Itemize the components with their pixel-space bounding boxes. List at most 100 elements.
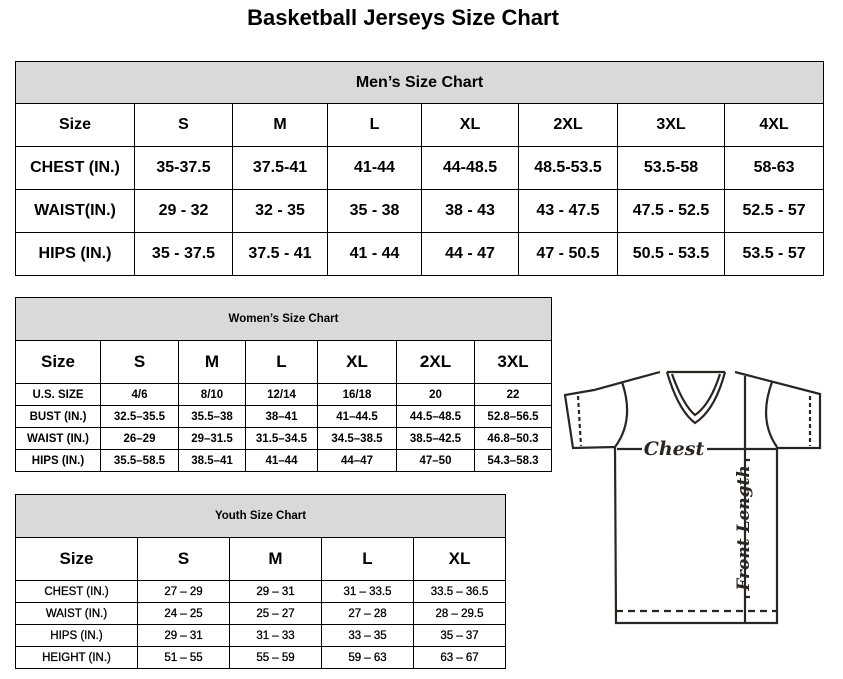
table-row: WAIST(IN.) 29 - 32 32 - 35 35 - 38 38 - 43 43… (15, 189, 825, 233)
row-label: U.S. SIZE (15, 383, 101, 406)
table-cell: 43 - 47.5 (518, 189, 618, 233)
table-cell: 8/10 (178, 383, 246, 406)
table-cell: 41–44.5 (317, 405, 397, 428)
table-cell: 28 – 29.5 (412, 602, 507, 625)
column-header: 4XL (723, 103, 825, 147)
table-cell: 41 - 44 (327, 232, 422, 276)
table-cell: 38 - 43 (421, 189, 519, 233)
table-cell: 55 – 59 (229, 646, 322, 669)
table-cell: 59 – 63 (321, 646, 414, 669)
row-label: CHEST (IN.) (15, 146, 135, 190)
table-cell: 31 – 33 (229, 624, 322, 647)
column-header: M (232, 103, 328, 147)
table-cell: 16/18 (317, 383, 397, 406)
column-header: Size (15, 340, 101, 384)
column-header: L (327, 103, 422, 147)
table-cell: 35.5–58.5 (100, 449, 179, 472)
row-label: HIPS (IN.) (15, 624, 138, 647)
table-cell: 4/6 (100, 383, 179, 406)
mens-size-table: Men’s Size Chart Size S M L XL 2XL 3XL 4XL CHEST … (14, 61, 825, 276)
table-row: HIPS (IN.) 29 – 31 31 – 33 33 – 35 35 – 37 (15, 624, 507, 647)
table-row: U.S. SIZE 4/6 8/10 12/14 16/18 20 22 (15, 383, 553, 406)
table-cell: 48.5-53.5 (518, 146, 618, 190)
youth-size-table: Youth Size Chart Size S M L XL CHEST (IN.) 27 –… (14, 494, 507, 669)
table-cell: 38.5–41 (178, 449, 246, 472)
table-cell: 38–41 (245, 405, 318, 428)
column-header: XL (412, 537, 507, 581)
shirt-outline-icon (563, 370, 822, 625)
table-cell: 41–44 (245, 449, 318, 472)
table-cell: 33.5 – 36.5 (412, 580, 507, 603)
table-cell: 29 - 32 (134, 189, 233, 233)
table-cell: 34.5–38.5 (317, 427, 397, 450)
table-cell: 44-48.5 (421, 146, 519, 190)
column-header: S (100, 340, 179, 384)
row-label: BUST (IN.) (15, 405, 101, 428)
table-cell: 51 – 55 (137, 646, 230, 669)
table-row: WAIST (IN.) 24 – 25 25 – 27 27 – 28 28 – 29.… (15, 602, 507, 625)
table-cell: 44.5–48.5 (396, 405, 475, 428)
table-cell: 47.5 - 52.5 (617, 189, 725, 233)
table-cell: 29 – 31 (137, 624, 230, 647)
table-cell: 35 - 38 (327, 189, 422, 233)
column-header: L (321, 537, 414, 581)
table-row: WAIST (IN.) 26–29 29–31.5 31.5–34.5 34.5–38.… (15, 427, 553, 450)
table-cell: 50.5 - 53.5 (617, 232, 725, 276)
table-cell: 22 (473, 383, 553, 406)
table-cell: 47 - 50.5 (518, 232, 618, 276)
table-cell: 12/14 (245, 383, 318, 406)
front-length-label: Front Length (734, 465, 754, 591)
womens-size-table: Women’s Size Chart Size S M L XL 2XL 3XL U.S. SI… (14, 297, 553, 472)
table-cell: 58-63 (723, 146, 825, 190)
table-cell: 29 – 31 (229, 580, 322, 603)
column-header: M (229, 537, 322, 581)
table-cell: 52.8–56.5 (473, 405, 553, 428)
table-cell: 35 - 37.5 (134, 232, 233, 276)
table-cell: 37.5-41 (232, 146, 328, 190)
table-cell: 33 – 35 (321, 624, 414, 647)
table-cell: 44 - 47 (421, 232, 519, 276)
column-header: 2XL (396, 340, 475, 384)
table-cell: 35 – 37 (412, 624, 507, 647)
header-row: Size S M L XL (15, 537, 507, 581)
table-row: BUST (IN.) 32.5–35.5 35.5–38 38–41 41–44.5 44… (15, 405, 553, 428)
table-row: HIPS (IN.) 35.5–58.5 38.5–41 41–44 44–47 47–5… (15, 449, 553, 472)
row-label: WAIST(IN.) (15, 189, 135, 233)
table-cell: 54.3–58.3 (473, 449, 553, 472)
table-cell: 38.5–42.5 (396, 427, 475, 450)
row-label: HEIGHT (IN.) (15, 646, 138, 669)
column-header: 2XL (518, 103, 618, 147)
table-cell: 53.5 - 57 (723, 232, 825, 276)
column-header: 3XL (473, 340, 553, 384)
page-title: Basketball Jerseys Size Chart (247, 5, 559, 30)
table-cell: 29–31.5 (178, 427, 246, 450)
table-title: Women’s Size Chart (14, 297, 553, 341)
column-header: M (178, 340, 246, 384)
row-label: CHEST (IN.) (15, 580, 138, 603)
table-cell: 35.5–38 (178, 405, 246, 428)
table-cell: 27 – 29 (137, 580, 230, 603)
table-cell: 35-37.5 (134, 146, 233, 190)
column-header: L (245, 340, 318, 384)
table-title: Men’s Size Chart (14, 61, 825, 104)
table-cell: 52.5 - 57 (723, 189, 825, 233)
table-cell: 53.5-58 (617, 146, 725, 190)
column-header: XL (421, 103, 519, 147)
chest-label: Chest (644, 438, 705, 460)
table-cell: 31 – 33.5 (321, 580, 414, 603)
table-cell: 32 - 35 (232, 189, 328, 233)
table-cell: 37.5 - 41 (232, 232, 328, 276)
table-cell: 24 – 25 (137, 602, 230, 625)
column-header: Size (15, 537, 138, 581)
table-cell: 47–50 (396, 449, 475, 472)
row-label: WAIST (IN.) (15, 427, 101, 450)
table-cell: 44–47 (317, 449, 397, 472)
table-row: CHEST (IN.) 35-37.5 37.5-41 41-44 44-48.5 48.… (15, 146, 825, 190)
header-row: Size S M L XL 2XL 3XL (15, 340, 553, 384)
table-cell: 31.5–34.5 (245, 427, 318, 450)
table-cell: 63 – 67 (412, 646, 507, 669)
row-label: WAIST (IN.) (15, 602, 138, 625)
table-cell: 25 – 27 (229, 602, 322, 625)
table-row: HIPS (IN.) 35 - 37.5 37.5 - 41 41 - 44 44 - … (15, 232, 825, 276)
row-label: HIPS (IN.) (15, 232, 135, 276)
